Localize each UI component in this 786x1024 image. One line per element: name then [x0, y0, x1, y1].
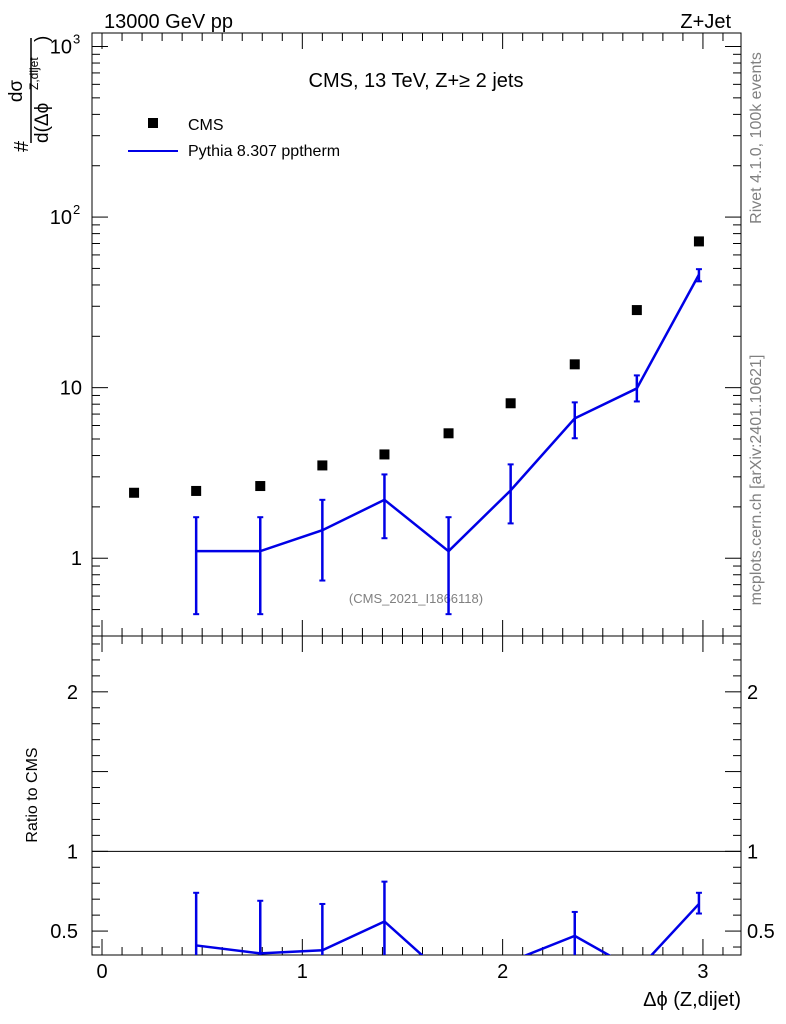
header-left: 13000 GeV pp — [104, 11, 233, 33]
ratio-series-line — [196, 903, 700, 955]
main-y-tick-label: 1 — [71, 548, 82, 570]
ratio-data-layer — [193, 880, 702, 955]
cms-data-point — [505, 398, 516, 409]
cms-data-point — [255, 481, 266, 492]
pythia-series-line — [196, 274, 701, 553]
ratio-panel-frame — [91, 635, 742, 956]
cms-data-point — [631, 305, 642, 316]
x-tick-label: 3 — [697, 961, 708, 983]
ylabel-denominator: d(Δϕ — [32, 103, 53, 143]
cms-data-point — [443, 428, 454, 439]
ylabel-superscript: Z,dijet — [27, 57, 41, 90]
x-axis-label: Δϕ (Z,dijet) — [643, 989, 741, 1011]
ylabel-hash: # — [11, 140, 33, 152]
ratio-y-tick-label-right: 0.5 — [747, 921, 775, 943]
ratio-y-tick-labels: 0.5 0.5 1 1 2 2 — [50, 682, 775, 943]
legend-pythia-label: Pythia 8.307 pptherm — [188, 143, 340, 160]
cms-data-point — [129, 487, 140, 498]
mcplots-label: mcplots.cern.ch [arXiv:2401.10621] — [748, 355, 765, 606]
ratio-y-tick-label-right: 2 — [747, 682, 758, 704]
power-exponent: 3 — [73, 32, 80, 47]
legend: CMS Pythia 8.307 pptherm — [128, 117, 340, 160]
cms-data-point — [379, 449, 390, 460]
main-y-axis-label: # dσ d(Δϕ Z,dijet ) — [6, 36, 53, 152]
ylabel-numerator: dσ — [6, 80, 27, 103]
x-tick-label: 0 — [96, 961, 107, 983]
main-y-power-tick-label: 10 3 — [50, 32, 80, 59]
legend-cms-label: CMS — [188, 117, 224, 134]
cms-data-point — [191, 485, 202, 496]
cms-data-point — [569, 359, 580, 370]
legend-cms-marker — [148, 118, 158, 128]
main-data-layer — [129, 236, 704, 616]
ratio-y-tick-label-right: 1 — [747, 841, 758, 863]
main-y-tick-label: 10 — [60, 378, 82, 400]
x-tick-label: 2 — [497, 961, 508, 983]
ratio-y-axis-label: Ratio to CMS — [24, 747, 41, 842]
x-tick-labels: 0 1 2 3 — [96, 961, 708, 983]
ylabel-close-paren: ) — [32, 36, 53, 42]
ratio-y-tick-label-left: 0.5 — [50, 921, 78, 943]
main-y-power-tick-label: 10 2 — [50, 202, 80, 229]
main-y-axis-ticks — [92, 46, 741, 627]
analysis-id: (CMS_2021_I1866118) — [349, 591, 483, 606]
cms-data-point — [693, 236, 704, 247]
ratio-y-tick-label-left: 2 — [67, 682, 78, 704]
power-base: 10 — [50, 37, 72, 59]
x-axis-ticks — [101, 33, 724, 955]
cms-data-point — [317, 460, 328, 471]
power-exponent: 2 — [73, 202, 80, 217]
x-tick-label: 1 — [297, 961, 308, 983]
power-base: 10 — [50, 207, 72, 229]
header-right: Z+Jet — [680, 11, 731, 33]
ratio-y-tick-label-left: 1 — [67, 841, 78, 863]
rivet-label: Rivet 4.1.0, 100k events — [748, 52, 765, 224]
chart-title: CMS, 13 TeV, Z+≥ 2 jets — [309, 70, 524, 92]
ratio-y-axis-ticks — [92, 643, 741, 948]
